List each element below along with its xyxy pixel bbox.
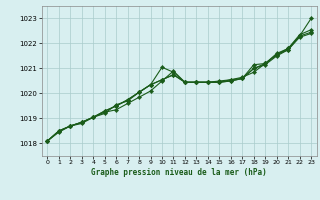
X-axis label: Graphe pression niveau de la mer (hPa): Graphe pression niveau de la mer (hPa) (91, 168, 267, 177)
